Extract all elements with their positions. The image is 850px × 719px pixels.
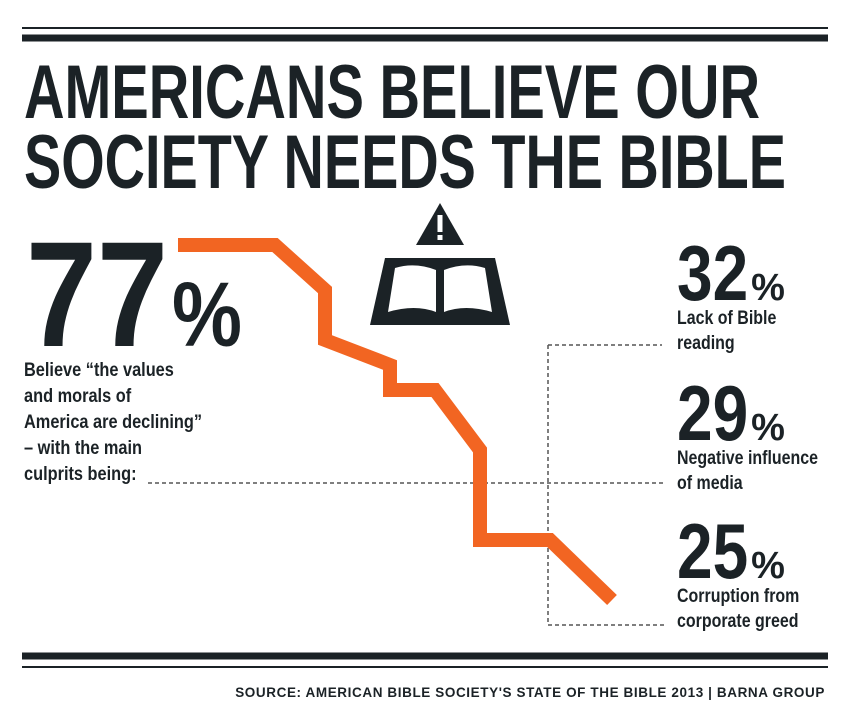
culprit-number: 29 [677, 369, 748, 457]
source: SOURCE: AMERICAN BIBLE SOCIETY'S STATE O… [235, 685, 825, 700]
book-page [444, 265, 492, 312]
title-line: SOCIETY NEEDS THE BIBLE [24, 120, 786, 205]
culprit-unit: % [751, 545, 785, 587]
main-stat-unit: % [172, 264, 242, 366]
description-line: – with the main [24, 438, 142, 459]
book-page [388, 265, 436, 312]
culprit-number: 25 [677, 507, 748, 595]
bible-warning-icon [370, 203, 510, 325]
warning-mark [437, 215, 443, 232]
culprit-label: reading [677, 333, 735, 354]
culprit-unit: % [751, 407, 785, 449]
book-base [370, 258, 510, 325]
description-line: America are declining” [24, 412, 202, 433]
description-line: Believe “the values [24, 360, 174, 381]
decline-line [178, 238, 617, 606]
culprit-label: Corruption from [677, 586, 799, 607]
description-line: culprits being: [24, 464, 137, 485]
main-stat-description: Believe “the values and morals of America … [24, 360, 202, 485]
warning-dot [437, 235, 443, 240]
main-stat-number: 77 [26, 210, 168, 378]
culprit-label: Negative influence [677, 448, 818, 469]
culprit-number: 32 [677, 229, 748, 317]
culprit-label: of media [677, 473, 743, 494]
description-line: and morals of [24, 386, 132, 407]
culprit-unit: % [751, 267, 785, 309]
title-line: AMERICANS BELIEVE OUR [24, 50, 760, 135]
culprit-label: corporate greed [677, 611, 799, 632]
connectors [148, 344, 665, 626]
culprit-label: Lack of Bible [677, 308, 776, 329]
